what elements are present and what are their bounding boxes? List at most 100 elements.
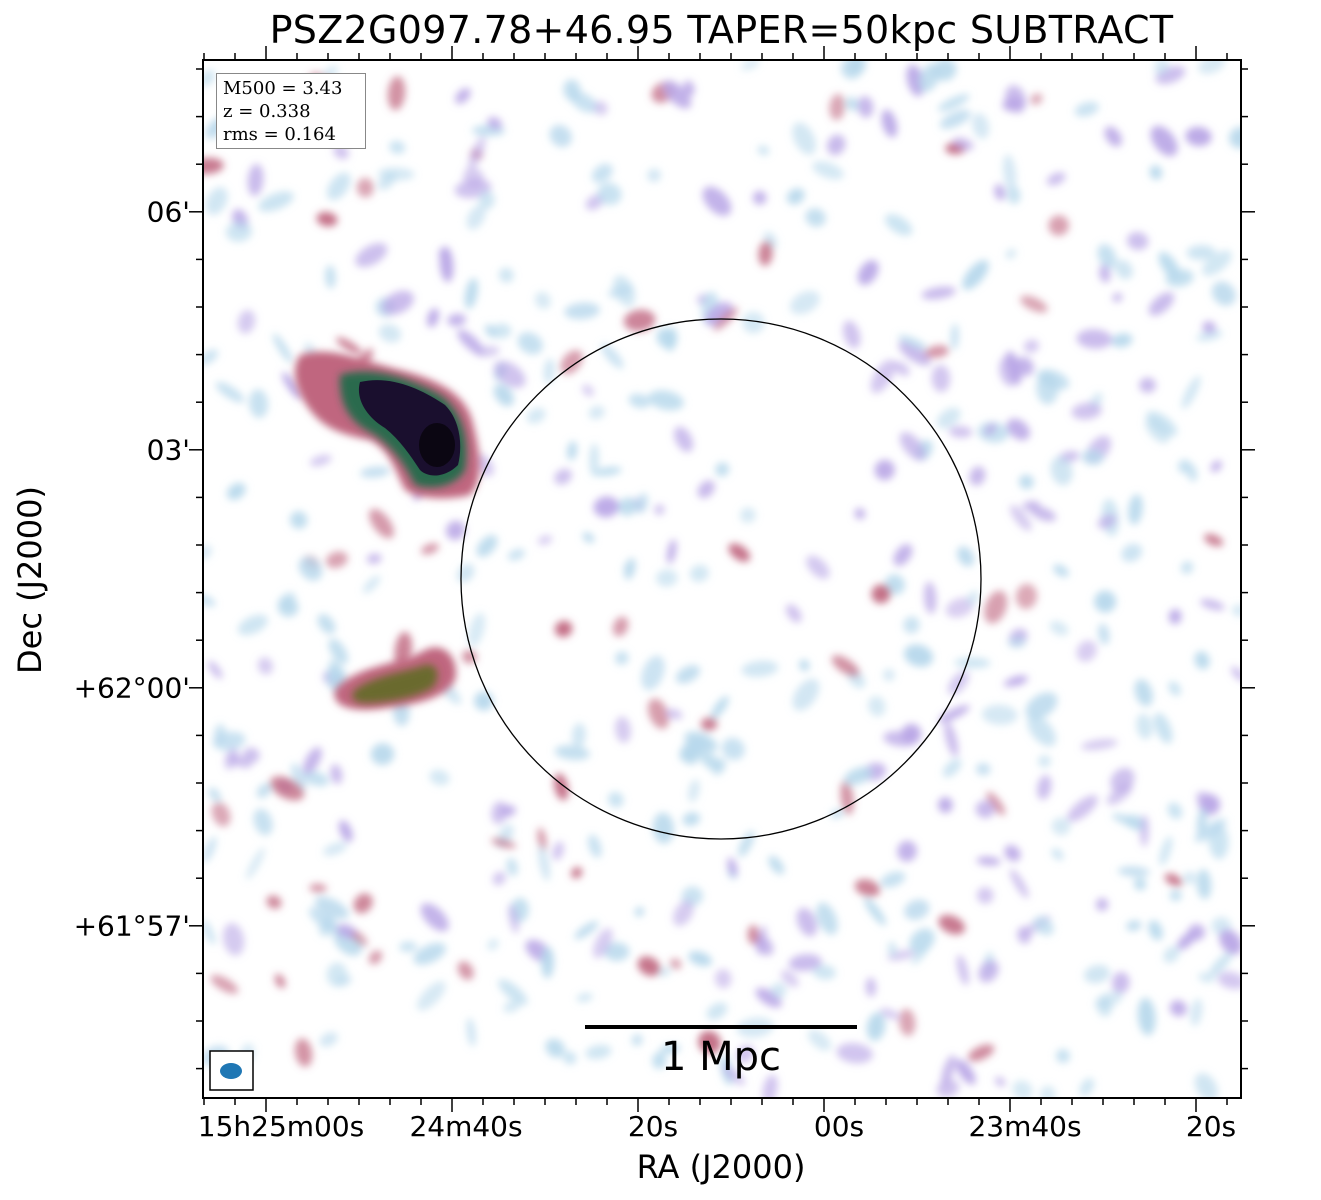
- noise-blob: [906, 64, 925, 97]
- noise-blob: [203, 69, 215, 87]
- noise-blob: [962, 260, 989, 290]
- noise-blob: [1022, 500, 1040, 511]
- y-tick-label: +62°00': [73, 671, 190, 705]
- noise-blob: [1154, 60, 1169, 75]
- noise-blob: [588, 405, 605, 420]
- noise-blob: [741, 60, 760, 71]
- noise-blob: [865, 977, 877, 997]
- radio-source-southwest: [334, 647, 456, 710]
- noise-blob: [976, 763, 991, 776]
- noise-blob: [1049, 620, 1069, 636]
- noise-blob: [1076, 329, 1113, 349]
- noise-blob: [1067, 795, 1098, 822]
- noise-blob: [308, 907, 338, 932]
- noise-blob: [742, 311, 765, 334]
- noise-blob: [445, 520, 466, 541]
- y-tick-label: 03': [146, 433, 190, 467]
- noise-blob: [738, 830, 755, 858]
- noise-blob: [564, 302, 600, 320]
- noise-blob: [944, 721, 959, 757]
- noise-blob: [319, 1032, 338, 1047]
- noise-blob: [938, 914, 966, 935]
- noise-blob: [325, 265, 336, 289]
- noise-blob: [954, 657, 991, 669]
- noise-blob: [1149, 165, 1163, 180]
- noise-blob: [1015, 583, 1038, 610]
- noise-blob: [256, 783, 272, 799]
- noise-blob: [882, 668, 895, 682]
- noise-blob: [1194, 818, 1227, 843]
- noise-blob: [796, 907, 818, 937]
- noise-blob: [326, 962, 348, 987]
- m500-text: M500 = 3.43: [223, 78, 343, 99]
- noise-blob: [972, 113, 990, 139]
- noise-blob: [1208, 951, 1233, 977]
- noise-blob: [831, 655, 860, 677]
- noise-blob: [294, 1038, 313, 1067]
- noise-blob: [377, 167, 415, 181]
- noise-blob: [758, 241, 773, 266]
- noise-blob: [623, 309, 656, 332]
- noise-blob: [1186, 245, 1216, 260]
- noise-blob: [222, 922, 245, 956]
- noise-blob: [592, 928, 613, 959]
- noise-blob: [338, 820, 353, 843]
- noise-blob: [582, 532, 595, 543]
- x-tick-label: 15h25m00s: [197, 1110, 365, 1143]
- noise-blob: [370, 743, 395, 766]
- noise-blob: [203, 836, 217, 863]
- x-tick-label: 00s: [813, 1110, 865, 1143]
- noise-blob: [647, 698, 670, 729]
- plot-frame: [202, 59, 1242, 1099]
- noise-blob: [1145, 417, 1170, 444]
- x-axis-label: RA (J2000): [636, 1148, 806, 1186]
- noise-blob: [1071, 402, 1102, 420]
- noise-blob: [601, 343, 624, 369]
- noise-blob: [994, 184, 1006, 201]
- noise-blob: [752, 190, 767, 205]
- noise-blob: [1198, 60, 1226, 74]
- noise-blob: [1217, 971, 1241, 990]
- noise-blob: [785, 604, 802, 623]
- noise-blob: [309, 883, 327, 893]
- noise-blob: [1018, 474, 1034, 490]
- noise-blob: [498, 267, 514, 283]
- noise-blob: [1126, 231, 1149, 251]
- r500-circle: [460, 318, 982, 840]
- noise-blob: [1167, 802, 1183, 820]
- noise-blob: [594, 466, 622, 476]
- noise-blob: [607, 284, 634, 298]
- noise-blob: [826, 134, 846, 156]
- noise-blob: [289, 511, 308, 529]
- noise-blob: [537, 535, 553, 545]
- noise-blob: [939, 109, 971, 129]
- noise-blob: [1006, 418, 1030, 441]
- x-tick-label: 20s: [1185, 1110, 1237, 1143]
- noise-blob: [298, 556, 323, 581]
- noise-blob: [854, 879, 881, 897]
- noise-blob: [503, 1000, 521, 1013]
- noise-blob: [1202, 321, 1216, 334]
- noise-blob: [1095, 897, 1109, 912]
- noise-blob: [203, 920, 216, 945]
- noise-blob: [506, 857, 518, 877]
- noise-blob: [517, 332, 543, 355]
- noise-blob: [224, 747, 239, 770]
- noise-blob: [355, 243, 388, 268]
- noise-blob: [1202, 250, 1232, 276]
- noise-blob: [215, 382, 245, 403]
- noise-blob: [941, 1055, 956, 1087]
- noise-blob: [978, 960, 999, 983]
- noise-blob: [1094, 991, 1123, 1009]
- noise-blob: [845, 96, 859, 111]
- noise-blob: [207, 660, 223, 679]
- noise-blob: [812, 161, 844, 180]
- noise-blob: [1074, 101, 1099, 117]
- noise-blob: [1033, 916, 1054, 936]
- noise-blob: [1023, 339, 1039, 353]
- noise-blob: [923, 581, 937, 614]
- noise-blob: [351, 931, 368, 947]
- noise-blob: [1148, 292, 1175, 316]
- noise-blob: [571, 867, 583, 879]
- noise-blob: [1030, 93, 1043, 105]
